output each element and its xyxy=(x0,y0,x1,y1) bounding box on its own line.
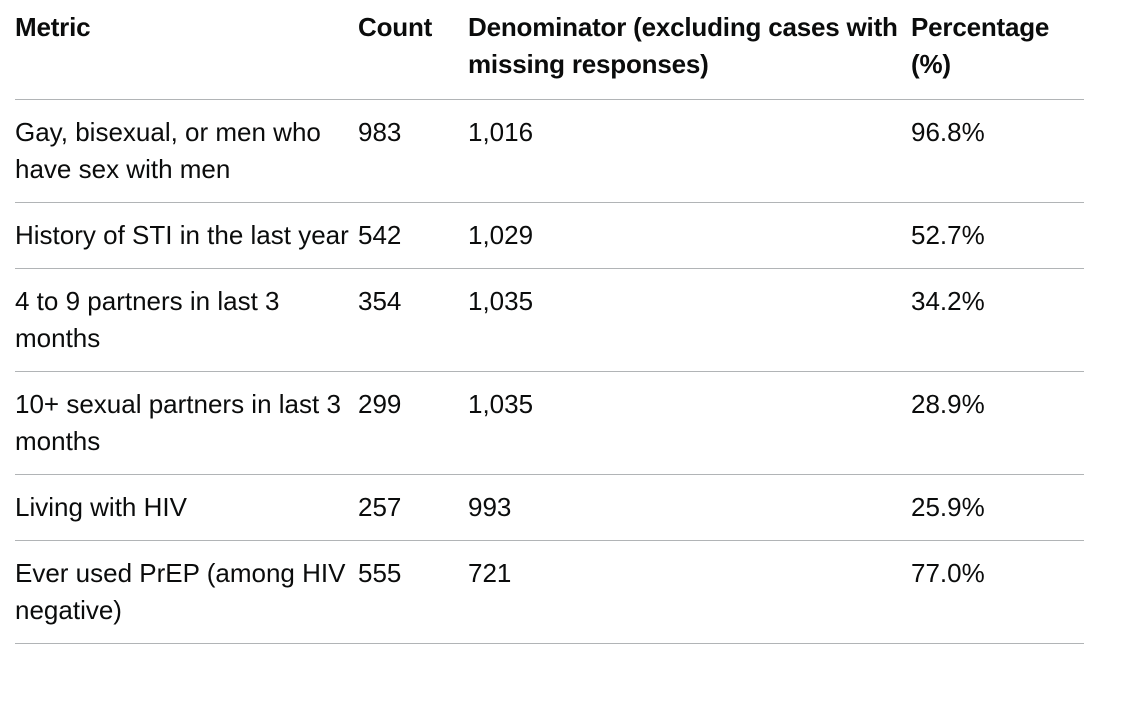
header-count: Count xyxy=(358,0,468,100)
count-cell: 354 xyxy=(358,268,468,372)
metric-cell: History of STI in the last year xyxy=(15,202,358,269)
count-cell: 983 xyxy=(358,99,468,203)
count-cell: 257 xyxy=(358,474,468,541)
table-body: Gay, bisexual, or men who have sex with … xyxy=(15,99,1084,644)
table-row: Living with HIV 257 993 25.9% xyxy=(15,474,1084,541)
header-denominator: Denominator (excluding cases with missin… xyxy=(468,0,911,100)
metric-cell: Ever used PrEP (among HIV negative) xyxy=(15,540,358,644)
count-cell: 299 xyxy=(358,371,468,475)
percentage-cell: 52.7% xyxy=(911,202,1084,269)
metric-cell: Gay, bisexual, or men who have sex with … xyxy=(15,99,358,203)
metric-cell: 4 to 9 partners in last 3 months xyxy=(15,268,358,372)
percentage-cell: 96.8% xyxy=(911,99,1084,203)
count-cell: 555 xyxy=(358,540,468,644)
table-row: 4 to 9 partners in last 3 months 354 1,0… xyxy=(15,268,1084,372)
table-row: History of STI in the last year 542 1,02… xyxy=(15,202,1084,269)
denominator-cell: 1,016 xyxy=(468,99,911,203)
percentage-cell: 25.9% xyxy=(911,474,1084,541)
denominator-cell: 1,035 xyxy=(468,268,911,372)
table-header: Metric Count Denominator (excluding case… xyxy=(15,0,1084,100)
denominator-cell: 1,035 xyxy=(468,371,911,475)
header-row: Metric Count Denominator (excluding case… xyxy=(15,0,1084,100)
percentage-cell: 34.2% xyxy=(911,268,1084,372)
table-row: Ever used PrEP (among HIV negative) 555 … xyxy=(15,540,1084,644)
metric-cell: Living with HIV xyxy=(15,474,358,541)
metric-cell: 10+ sexual partners in last 3 months xyxy=(15,371,358,475)
header-percentage: Percentage (%) xyxy=(911,0,1084,100)
percentage-cell: 28.9% xyxy=(911,371,1084,475)
percentage-cell: 77.0% xyxy=(911,540,1084,644)
data-table: Metric Count Denominator (excluding case… xyxy=(15,0,1084,644)
header-metric: Metric xyxy=(15,0,358,100)
table-row: 10+ sexual partners in last 3 months 299… xyxy=(15,371,1084,475)
denominator-cell: 721 xyxy=(468,540,911,644)
table-row: Gay, bisexual, or men who have sex with … xyxy=(15,99,1084,203)
denominator-cell: 1,029 xyxy=(468,202,911,269)
count-cell: 542 xyxy=(358,202,468,269)
denominator-cell: 993 xyxy=(468,474,911,541)
